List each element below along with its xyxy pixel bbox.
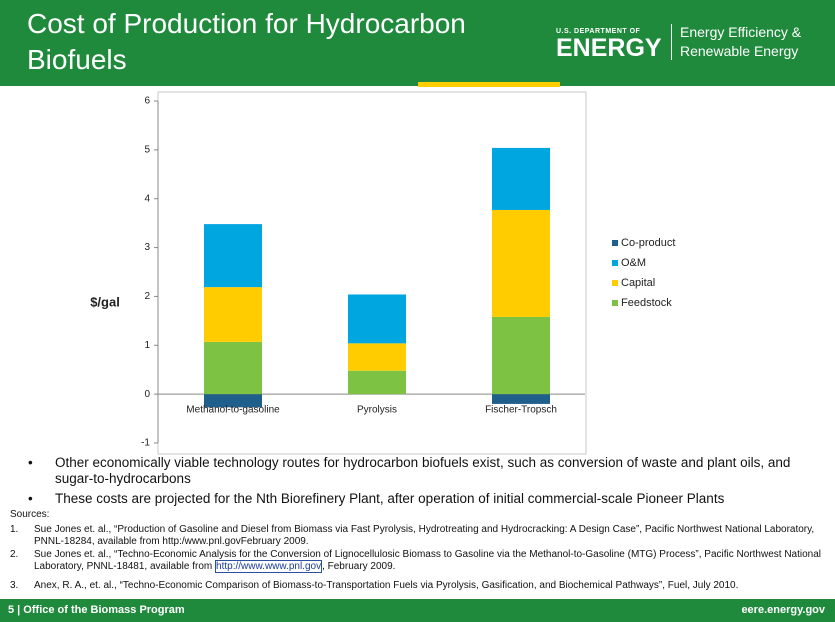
bar-segment: [492, 394, 550, 404]
header-band: [0, 0, 835, 86]
sources-label: Sources:: [10, 509, 50, 520]
bar-segment: [204, 224, 262, 288]
bullet: • Other economically viable technology ro…: [28, 455, 818, 487]
x-tick-label: Fischer-Tropsch: [485, 405, 557, 416]
bar-segment: [204, 287, 262, 342]
footer-left: 5 | Office of the Biomass Program: [8, 604, 185, 616]
legend-label: O&M: [621, 257, 646, 269]
bar-segment: [492, 316, 550, 395]
source-number: 3.: [10, 580, 19, 591]
source-link[interactable]: http://www.www.pnl.gov: [215, 560, 323, 573]
legend-swatch: [612, 280, 618, 286]
x-tick-label: Methanol-to-gasoline: [186, 405, 280, 416]
bar-segment: [204, 341, 262, 395]
source-text: Sue Jones et. al., “Techno-Economic Anal…: [34, 549, 822, 572]
chart: $/gal -1 0 1 2 3 4 5 6 Methanol-to-gasoline Pyrol…: [90, 91, 675, 455]
legend-label: Co-product: [621, 237, 675, 249]
source-text: Anex, R. A., et. al., “Techno-Economic C…: [34, 580, 739, 591]
y-axis-label: $/gal: [90, 294, 120, 309]
source-number: 1.: [10, 524, 19, 535]
source-text: Sue Jones et. al., “Production of Gasoli…: [34, 524, 815, 547]
logo-line: Renewable Energy: [680, 43, 799, 59]
y-tick-label: 3: [144, 242, 150, 253]
logo-small: U.S. DEPARTMENT OF: [556, 28, 641, 35]
source-number: 2.: [10, 549, 19, 560]
legend-swatch: [612, 300, 618, 306]
footer-right: eere.energy.gov: [741, 604, 825, 616]
legend-label: Feedstock: [621, 297, 672, 309]
x-tick-label: Pyrolysis: [357, 405, 397, 416]
logo-big: ENERGY: [556, 34, 662, 62]
bar-segment: [348, 343, 406, 371]
logo-line: Energy Efficiency &: [680, 24, 802, 40]
slide-title: Cost of Production for Hydrocarbon Biofu…: [27, 8, 466, 75]
bullet-text: These costs are projected for the Nth Bi…: [55, 491, 725, 506]
y-tick-label: 1: [144, 340, 150, 351]
y-tick-label: 2: [144, 291, 150, 302]
bar-segment: [492, 209, 550, 317]
bar-segment: [348, 294, 406, 344]
y-tick-label: 4: [144, 193, 150, 204]
legend-label: Capital: [621, 277, 655, 289]
bullet-text: Other economically viable technology rou…: [55, 455, 791, 486]
source-text-wrap: Sue Jones et. al., “Techno-Economic Anal…: [34, 549, 825, 573]
legend-swatch: [612, 240, 618, 246]
legend-swatch: [612, 260, 618, 266]
accent-stripe: [418, 82, 560, 87]
source: 3. Anex, R. A., et. al., “Techno-Economic…: [10, 580, 825, 592]
source-text: , February 2009.: [322, 561, 396, 572]
y-tick-label: 5: [144, 144, 150, 155]
bar-segment: [204, 394, 262, 408]
y-tick-label: 6: [144, 96, 150, 107]
source: 2. Sue Jones et. al., “Techno-Economic An…: [10, 549, 825, 573]
source: 1. Sue Jones et. al., “Production of Gaso…: [10, 524, 825, 548]
bullet: • These costs are projected for the Nth B…: [28, 491, 818, 507]
bar-segment: [348, 370, 406, 395]
footer-band: [0, 599, 835, 622]
y-tick-label: -1: [141, 438, 150, 449]
y-tick-label: 0: [144, 389, 150, 400]
logo-divider: [671, 24, 672, 60]
bar-segment: [492, 147, 550, 210]
